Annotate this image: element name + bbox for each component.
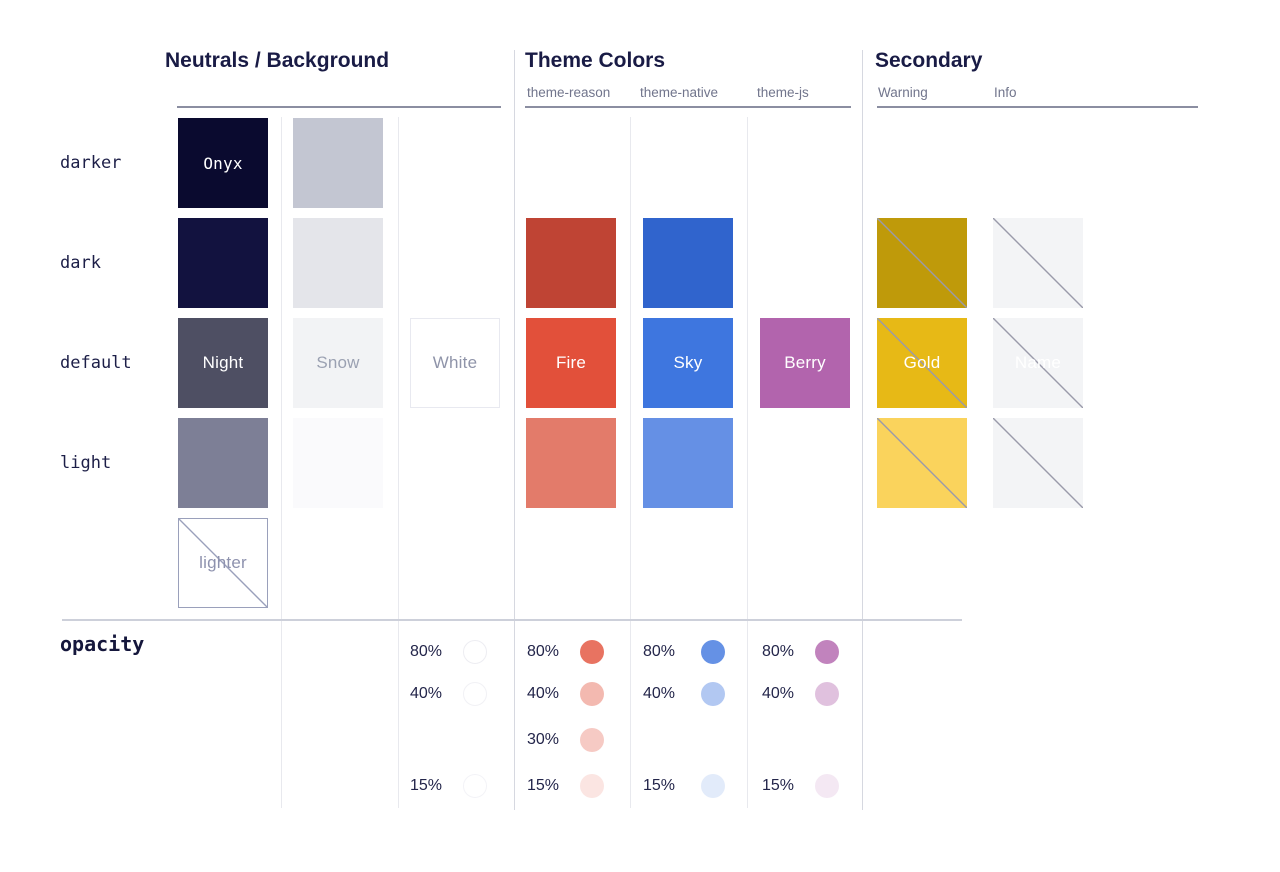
swatch-label-lighter: lighter [199,553,247,572]
swatch-info-light[interactable] [993,418,1083,508]
swatch-sky[interactable]: Sky [643,318,733,408]
section-title-neutrals: Neutrals / Background [165,49,390,72]
heading-rule-neutrals [177,106,501,108]
swatch-snow[interactable]: Snow [293,318,383,408]
swatch-background-light[interactable] [293,418,383,508]
swatch-sky-dark[interactable] [643,218,733,308]
shade-label-darker: darker [60,153,122,173]
column-separator [630,117,631,808]
swatch-white[interactable]: White [410,318,500,408]
opacity-dot-berry-15[interactable] [815,774,839,798]
heading-rule-secondary [877,106,1198,108]
swatch-berry[interactable]: Berry [760,318,850,408]
shade-label-default: default [60,353,132,373]
heading-rule-theme [525,106,851,108]
section-divider-theme [514,50,515,810]
column-label-warning: Warning [878,85,928,100]
swatch-sky-light[interactable] [643,418,733,508]
opacity-label-white-40: 40% [410,685,443,702]
opacity-dot-fire-80[interactable] [580,640,604,664]
shade-label-dark: dark [60,253,101,273]
opacity-dot-white-40[interactable] [463,682,487,706]
column-label-theme-native: theme-native [640,85,719,100]
opacity-dot-fire-30[interactable] [580,728,604,752]
diagonal-strike-line [877,418,967,508]
opacity-label-berry-80: 80% [762,643,795,660]
opacity-label-fire-80: 80% [527,643,560,660]
diagonal-strike-line [993,218,1083,308]
shade-label-light: light [60,453,112,473]
opacity-label-white-15: 15% [410,777,443,794]
opacity-label-sky-80: 80% [643,643,676,660]
section-title-theme-colors: Theme Colors [525,49,666,72]
opacity-dot-fire-15[interactable] [580,774,604,798]
section-title-secondary: Secondary [875,49,983,72]
opacity-label-berry-15: 15% [762,777,795,794]
swatch-lighter[interactable]: lighter [178,518,268,608]
opacity-label-fire-15: 15% [527,777,560,794]
opacity-label-fire-40: 40% [527,685,560,702]
column-label-info: Info [994,85,1017,100]
column-separator [281,117,282,808]
opacity-dot-white-15[interactable] [463,774,487,798]
opacity-dot-sky-80[interactable] [701,640,725,664]
column-label-theme-reason: theme-reason [527,85,611,100]
diagonal-strike-line [877,218,967,308]
swatch-label-white: White [432,353,478,372]
opacity-label-berry-40: 40% [762,685,795,702]
swatch-fire-light[interactable] [526,418,616,508]
swatch-neutral-dark[interactable] [178,218,268,308]
opacity-dot-berry-40[interactable] [815,682,839,706]
swatch-label-sky: Sky [673,353,703,372]
opacity-label-fire-30: 30% [527,731,560,748]
swatch-neutral-light[interactable] [178,418,268,508]
diagonal-strike-line [993,418,1083,508]
swatch-label-info: Name [1014,353,1062,372]
diagonal-strike-line [993,318,1083,408]
section-divider-secondary [862,50,863,810]
opacity-section-divider [62,619,962,621]
swatch-label-snow: Snow [316,353,360,372]
swatch-night[interactable]: Night [178,318,268,408]
opacity-dot-berry-80[interactable] [815,640,839,664]
diagonal-strike-line [179,519,267,607]
swatch-info[interactable]: Name [993,318,1083,408]
swatch-onyx[interactable]: Onyx [178,118,268,208]
opacity-label-sky-15: 15% [643,777,676,794]
swatch-label-fire: Fire [555,353,587,372]
swatch-info-dark[interactable] [993,218,1083,308]
opacity-dot-sky-40[interactable] [701,682,725,706]
column-separator [398,117,399,808]
opacity-dot-white-80[interactable] [463,640,487,664]
swatch-gold[interactable]: Gold [877,318,967,408]
opacity-dot-sky-15[interactable] [701,774,725,798]
column-separator [747,117,748,808]
swatch-warning-light[interactable] [877,418,967,508]
opacity-dot-fire-40[interactable] [580,682,604,706]
swatch-fire-dark[interactable] [526,218,616,308]
swatch-label-onyx: Onyx [203,153,243,173]
opacity-label-white-80: 80% [410,643,443,660]
swatch-background-dark[interactable] [293,218,383,308]
opacity-label-sky-40: 40% [643,685,676,702]
opacity-row-label: opacity [60,632,145,656]
swatch-background-darker[interactable] [293,118,383,208]
diagonal-strike-line [877,318,967,408]
swatch-label-berry: Berry [784,353,826,372]
swatch-warning-dark[interactable] [877,218,967,308]
swatch-label-night: Night [202,353,244,372]
column-label-theme-js: theme-js [757,85,809,100]
swatch-label-gold: Gold [903,353,941,372]
swatch-fire[interactable]: Fire [526,318,616,408]
